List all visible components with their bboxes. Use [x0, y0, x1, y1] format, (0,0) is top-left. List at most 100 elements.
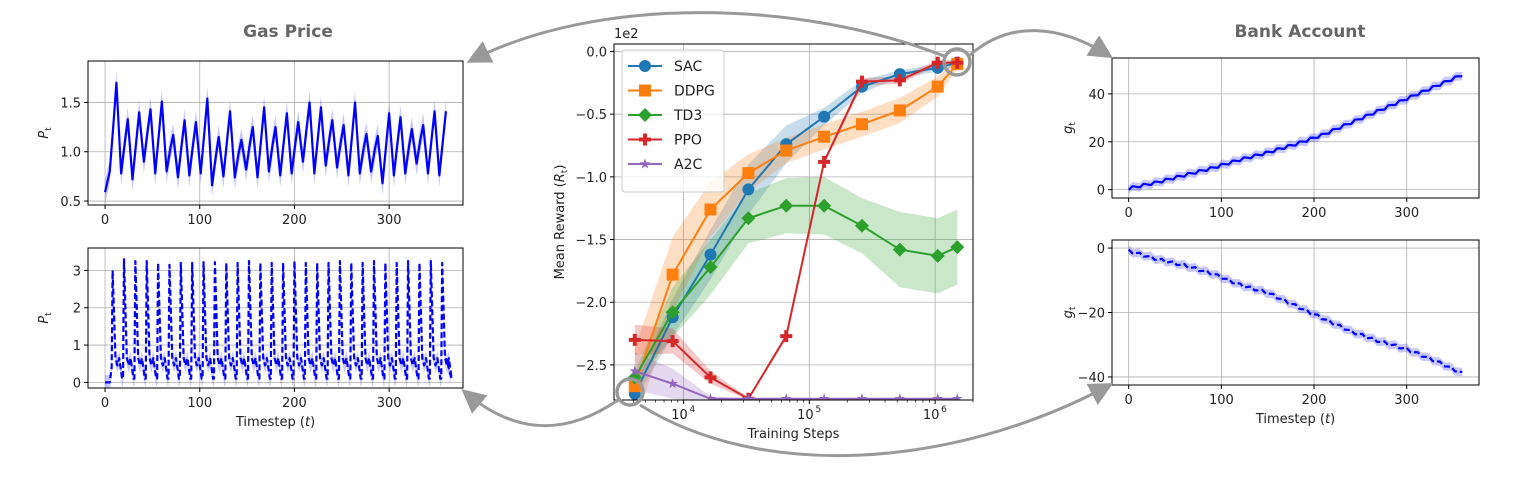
series-td3-band: [634, 176, 958, 384]
data-point-ppo: [666, 335, 679, 348]
legend-frame: [621, 49, 725, 193]
legend-marker-a2c: [639, 158, 651, 169]
data-point-ddpg: [893, 104, 906, 117]
x-tick-label: 100: [1209, 206, 1234, 221]
axes-frame: [613, 43, 974, 401]
data-point-sac: [704, 248, 717, 261]
x-tick-label: 200: [282, 213, 307, 228]
y-label-sub: t: [1068, 122, 1078, 126]
bank_bottom-plot-area: [1127, 245, 1463, 377]
data-point-td3: [817, 198, 832, 213]
bank_top-confidence-band: [1128, 71, 1463, 195]
y-label-var: P: [37, 131, 52, 139]
data-point-td3: [892, 242, 907, 257]
x-tick-label: 10: [797, 408, 814, 423]
data-point-ppo: [704, 371, 717, 384]
x-tick-label: 200: [282, 396, 307, 411]
bank-account-title: Bank Account: [1234, 22, 1365, 42]
legend-label-ddpg: DDPG: [674, 84, 715, 100]
data-point-a2c: [818, 393, 830, 400]
y-tick-label: −1.0: [575, 171, 607, 186]
y-label-text: Mean Reward (: [553, 182, 568, 279]
y-label-end: ): [553, 165, 568, 170]
legend-marker-ppo: [639, 133, 651, 146]
y-tick-label: 3: [73, 264, 81, 279]
data-point-ppo: [855, 75, 868, 88]
y-axis-label: Mean Reward (Rt): [553, 165, 570, 280]
reward-plot-area: [627, 56, 965, 400]
series-a2c-band: [634, 352, 958, 400]
legend-label-a2c: A2C: [674, 157, 702, 173]
x-tick-label: 100: [187, 213, 212, 228]
data-point-ddpg: [931, 80, 944, 93]
bank_top-axes: 0 100 200 300 0 20 40 gt: [1061, 57, 1480, 221]
y-tick-label: −40: [1078, 371, 1105, 386]
gas_bottom-plot-area: [105, 251, 453, 388]
legend-marker-ddpg: [639, 84, 651, 97]
data-point-a2c: [932, 393, 943, 400]
x-tick-label: 100: [1209, 393, 1234, 408]
x-label-text: Timestep (: [235, 415, 305, 430]
x-tick-label: 10: [671, 408, 688, 423]
data-point-td3: [665, 305, 680, 320]
data-point-a2c: [856, 393, 868, 400]
y-tick-label: 1.5: [60, 96, 81, 111]
bank_bottom-line: [1127, 248, 1463, 374]
arrow-to-gas-price-bottom: [461, 389, 619, 428]
data-point-a2c: [952, 393, 963, 400]
y-label-var: P: [37, 316, 52, 324]
y-label-sub: t: [44, 127, 54, 131]
axes-frame: [1111, 57, 1480, 199]
y-tick-label: 1.0: [60, 146, 81, 161]
y-tick-label: −1.5: [575, 234, 607, 249]
y-tick-label: 1: [73, 339, 81, 354]
series-ppo-line: [634, 61, 958, 400]
data-point-td3: [779, 198, 794, 213]
data-point-ppo: [628, 333, 641, 346]
gas_top-axes: 0 100 200 300 0.5 1.0 1.5 Pt: [37, 60, 464, 228]
x-tick-label: 200: [1302, 393, 1327, 408]
x-tick-label: 200: [1302, 206, 1327, 221]
legend: SAC DDPG TD3 PPO A2C: [621, 49, 725, 193]
y-tick-label: −2.0: [575, 296, 607, 311]
series-sac-band: [634, 59, 958, 400]
data-point-a2c: [743, 393, 754, 400]
data-point-td3: [930, 248, 945, 263]
x-tick-label: 300: [1394, 206, 1419, 221]
data-point-ddpg: [666, 268, 679, 281]
bank_top-line: [1127, 75, 1463, 191]
data-point-a2c: [894, 393, 906, 400]
x-tick-label: 0: [1125, 393, 1133, 408]
arrow-to-gas-price-top: [466, 11, 945, 63]
data-point-a2c: [781, 393, 792, 400]
y-tick-label: 0: [73, 376, 81, 391]
data-point-td3: [950, 240, 965, 255]
x-label-var: t: [1325, 412, 1331, 427]
y-axis-label: gt: [1061, 122, 1078, 134]
gas_bottom-line: [105, 258, 453, 384]
data-point-ddpg: [742, 167, 755, 180]
connector-arrows: [461, 11, 1114, 458]
x-tick-label: 100: [187, 396, 212, 411]
data-point-td3: [741, 211, 756, 226]
y-label-var: R: [553, 173, 568, 182]
y-tick-label: 2: [73, 302, 81, 317]
x-tick-exponent: 5: [815, 405, 821, 415]
arrow-to-bank-account-bottom: [639, 383, 1114, 458]
x-label-end: ): [310, 415, 315, 430]
x-tick-label: 300: [1394, 393, 1419, 408]
y-label-var: g: [1061, 126, 1076, 134]
y-axis-label: Pt: [37, 312, 54, 324]
y-label-sub: t: [44, 312, 54, 316]
bank_bottom-confidence-band: [1128, 245, 1463, 377]
data-point-ppo: [780, 330, 793, 343]
legend-label-td3: TD3: [673, 108, 702, 124]
x-axis-label: Timestep (t): [1255, 412, 1335, 427]
data-point-td3: [854, 218, 869, 233]
x-tick-exponent: 6: [941, 405, 947, 415]
data-point-ppo: [893, 74, 906, 87]
